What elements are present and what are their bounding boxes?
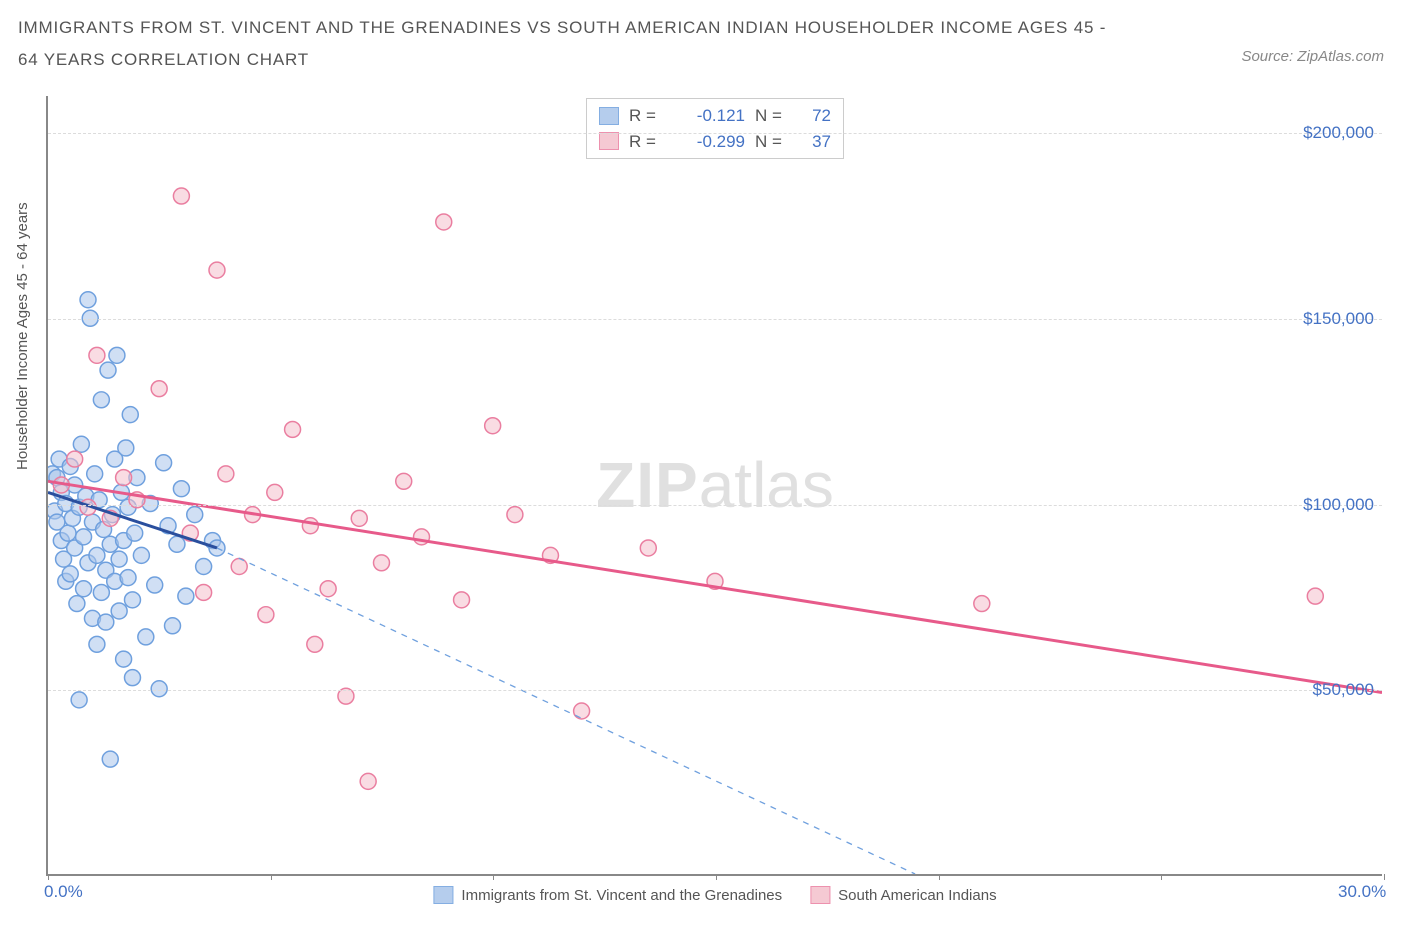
- data-point: [218, 466, 234, 482]
- data-point: [485, 418, 501, 434]
- data-point: [80, 292, 96, 308]
- legend-item-series-1: Immigrants from St. Vincent and the Gren…: [433, 886, 782, 904]
- chart-title: IMMIGRANTS FROM ST. VINCENT AND THE GREN…: [18, 12, 1118, 77]
- data-point: [100, 362, 116, 378]
- data-point: [231, 559, 247, 575]
- data-point: [98, 614, 114, 630]
- data-point: [209, 262, 225, 278]
- data-point: [258, 607, 274, 623]
- trend-line-extrapolated: [217, 548, 915, 874]
- data-point: [93, 584, 109, 600]
- x-tick: [1384, 874, 1385, 880]
- x-tick-label: 0.0%: [44, 882, 83, 902]
- data-point: [67, 451, 83, 467]
- data-point: [109, 347, 125, 363]
- trend-line: [48, 481, 1382, 692]
- scatter-svg: [48, 96, 1382, 874]
- data-point: [351, 510, 367, 526]
- data-point: [574, 703, 590, 719]
- x-tick-label: 30.0%: [1338, 882, 1386, 902]
- data-point: [118, 440, 134, 456]
- data-point: [1307, 588, 1323, 604]
- data-point: [89, 347, 105, 363]
- chart-plot-area: ZIPatlas R = -0.121 N = 72 R = -0.299 N …: [46, 96, 1382, 876]
- gridline: [48, 319, 1382, 320]
- data-point: [640, 540, 656, 556]
- data-point: [122, 407, 138, 423]
- data-point: [151, 381, 167, 397]
- data-point: [111, 551, 127, 567]
- x-tick: [939, 874, 940, 880]
- legend-swatch-blue-icon: [433, 886, 453, 904]
- data-point: [156, 455, 172, 471]
- data-point: [73, 436, 89, 452]
- x-tick: [493, 874, 494, 880]
- data-point: [302, 518, 318, 534]
- data-point: [267, 484, 283, 500]
- data-point: [360, 773, 376, 789]
- data-point: [89, 547, 105, 563]
- y-tick-label: $100,000: [1303, 495, 1374, 515]
- x-tick: [1161, 874, 1162, 880]
- data-point: [120, 570, 136, 586]
- y-axis-label: Householder Income Ages 45 - 64 years: [14, 202, 31, 470]
- y-tick-label: $50,000: [1313, 680, 1374, 700]
- source-attribution: Source: ZipAtlas.com: [1241, 48, 1384, 65]
- series-legend: Immigrants from St. Vincent and the Gren…: [433, 886, 996, 904]
- data-point: [196, 559, 212, 575]
- data-point: [124, 592, 140, 608]
- data-point: [436, 214, 452, 230]
- data-point: [285, 421, 301, 437]
- data-point: [69, 596, 85, 612]
- data-point: [76, 581, 92, 597]
- data-point: [507, 507, 523, 523]
- data-point: [124, 670, 140, 686]
- data-point: [187, 507, 203, 523]
- data-point: [165, 618, 181, 634]
- x-tick: [271, 874, 272, 880]
- series-2-name: South American Indians: [838, 887, 996, 904]
- data-point: [151, 681, 167, 697]
- data-point: [102, 751, 118, 767]
- data-point: [974, 596, 990, 612]
- legend-item-series-2: South American Indians: [810, 886, 996, 904]
- data-point: [127, 525, 143, 541]
- series-1-name: Immigrants from St. Vincent and the Gren…: [461, 887, 782, 904]
- data-point: [307, 636, 323, 652]
- data-point: [133, 547, 149, 563]
- data-point: [178, 588, 194, 604]
- data-point: [173, 188, 189, 204]
- data-point: [111, 603, 127, 619]
- data-point: [320, 581, 336, 597]
- data-point: [89, 636, 105, 652]
- data-point: [116, 470, 132, 486]
- x-tick: [716, 874, 717, 880]
- x-tick: [48, 874, 49, 880]
- data-point: [62, 566, 78, 582]
- data-point: [454, 592, 470, 608]
- data-point: [116, 651, 132, 667]
- data-point: [138, 629, 154, 645]
- legend-swatch-pink-icon: [810, 886, 830, 904]
- data-point: [173, 481, 189, 497]
- data-point: [196, 584, 212, 600]
- data-point: [169, 536, 185, 552]
- data-point: [93, 392, 109, 408]
- gridline: [48, 505, 1382, 506]
- data-point: [76, 529, 92, 545]
- y-tick-label: $150,000: [1303, 309, 1374, 329]
- data-point: [60, 525, 76, 541]
- y-tick-label: $200,000: [1303, 123, 1374, 143]
- data-point: [374, 555, 390, 571]
- data-point: [396, 473, 412, 489]
- gridline: [48, 133, 1382, 134]
- data-point: [71, 692, 87, 708]
- data-point: [87, 466, 103, 482]
- data-point: [147, 577, 163, 593]
- gridline: [48, 690, 1382, 691]
